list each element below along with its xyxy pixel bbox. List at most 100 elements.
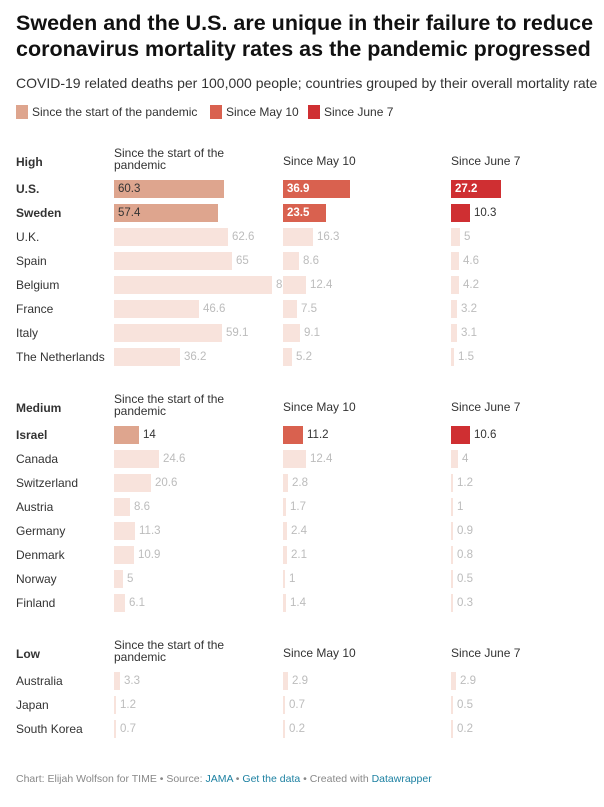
table-row: Germany 11.3 2.4 0.9 [0,519,604,543]
country-label: Japan [16,698,49,712]
country-label: U.K. [16,230,40,244]
bar-start [114,696,116,714]
chart-subtitle: COVID-19 related deaths per 100,000 peop… [16,75,598,91]
country-label: Belgium [16,278,60,292]
footer-created-with: • Created with [300,773,372,785]
country-label: The Netherlands [16,350,105,364]
bar-june [451,450,458,468]
value-label-june: 4.2 [463,279,479,291]
bar-may [283,276,306,294]
bar-may [283,324,300,342]
table-row: U.S. 60.3 36.9 27.2 [0,177,604,201]
value-label-start: 5 [127,573,134,585]
bar-june [451,180,501,198]
bar-start [114,228,228,246]
value-label-june: 5 [464,231,471,243]
group-label: Low [16,647,40,661]
legend-label-may: Since May 10 [226,105,299,119]
bar-may [283,474,288,492]
table-row: Switzerland 20.6 2.8 1.2 [0,471,604,495]
bar-start [114,450,159,468]
legend-label-start: Since the start of the pandemic [32,105,198,119]
group-label: Medium [16,401,62,415]
table-row: Finland 6.1 1.4 0.3 [0,591,604,615]
country-label: U.S. [16,182,40,196]
bar-june [451,672,456,690]
value-label-june: 0.5 [457,699,473,711]
table-row: Canada 24.6 12.4 4 [0,447,604,471]
bar-june [451,204,470,222]
country-label: Germany [16,524,66,538]
bar-may [283,594,286,612]
bar-june [451,720,453,738]
value-label-june: 3.1 [461,327,477,339]
bar-start [114,570,123,588]
legend-swatch-may [210,105,222,119]
value-label-june: 0.9 [457,525,473,537]
value-label-may: 2.8 [292,477,308,489]
value-label-may: 16.3 [317,231,340,243]
column-header-may: Since May 10 [283,646,356,660]
value-label-may: 23.5 [287,207,310,219]
bar-june [451,474,453,492]
country-label: France [16,302,54,316]
bar-june [451,276,459,294]
footer-datawrapper-link[interactable]: Datawrapper [371,773,432,785]
table-row: Japan 1.2 0.7 0.5 [0,693,604,717]
bar-start [114,672,120,690]
value-label-may: 12.4 [310,453,333,465]
footer-source-link[interactable]: JAMA [205,773,233,785]
bar-start [114,300,199,318]
country-label: Sweden [16,206,62,220]
bar-june [451,426,470,444]
value-label-june: 10.3 [474,207,497,219]
bar-start [114,498,130,516]
country-label: Norway [16,572,57,586]
bar-start [114,522,135,540]
bar-june [451,546,453,564]
column-header-may: Since May 10 [283,400,356,414]
value-label-may: 11.2 [307,429,329,441]
column-header-start: Since the start of the pandemic [114,392,225,418]
bar-june [451,522,453,540]
country-label: Canada [16,452,59,466]
value-label-start: 59.1 [226,327,249,339]
bar-june [451,570,453,588]
chart-footer: Chart: Elijah Wolfson for TIME • Source:… [16,773,432,785]
footer-get-data-link[interactable]: Get the data [242,773,301,785]
bar-start [114,276,272,294]
value-label-start: 6.1 [129,597,145,609]
bar-start [114,204,218,222]
country-label: Australia [16,674,63,688]
value-label-start: 0.7 [120,723,136,735]
value-label-june: 0.3 [457,597,473,609]
value-label-june: 0.8 [457,549,473,561]
footer-separator: • [232,773,243,785]
country-label: Switzerland [16,476,79,490]
value-label-may: 2.1 [291,549,307,561]
bar-may [283,696,285,714]
bar-start [114,474,151,492]
bar-june [451,324,457,342]
table-row: Austria 8.6 1.7 1 [0,495,604,519]
bar-start [114,426,139,444]
legend-label-june: Since June 7 [324,105,394,119]
value-label-start: 3.3 [124,675,140,687]
bar-may [283,546,287,564]
country-label: Austria [16,500,54,514]
country-label: Finland [16,596,56,610]
bar-may [283,252,299,270]
table-row: Australia 3.3 2.9 2.9 [0,669,604,693]
value-label-start: 36.2 [184,351,207,363]
value-label-start: 14 [143,429,156,441]
value-label-may: 36.9 [287,183,310,195]
bar-may [283,570,285,588]
bar-may [283,450,306,468]
country-label: Denmark [16,548,65,562]
table-row: Norway 5 1 0.5 [0,567,604,591]
table-row: Italy 59.1 9.1 3.1 [0,321,604,345]
country-label: Spain [16,254,47,268]
bar-june [451,594,453,612]
chart-title: Sweden and the U.S. are unique in their … [16,11,594,61]
table-row: Israel 14 11.2 10.6 [0,423,604,447]
